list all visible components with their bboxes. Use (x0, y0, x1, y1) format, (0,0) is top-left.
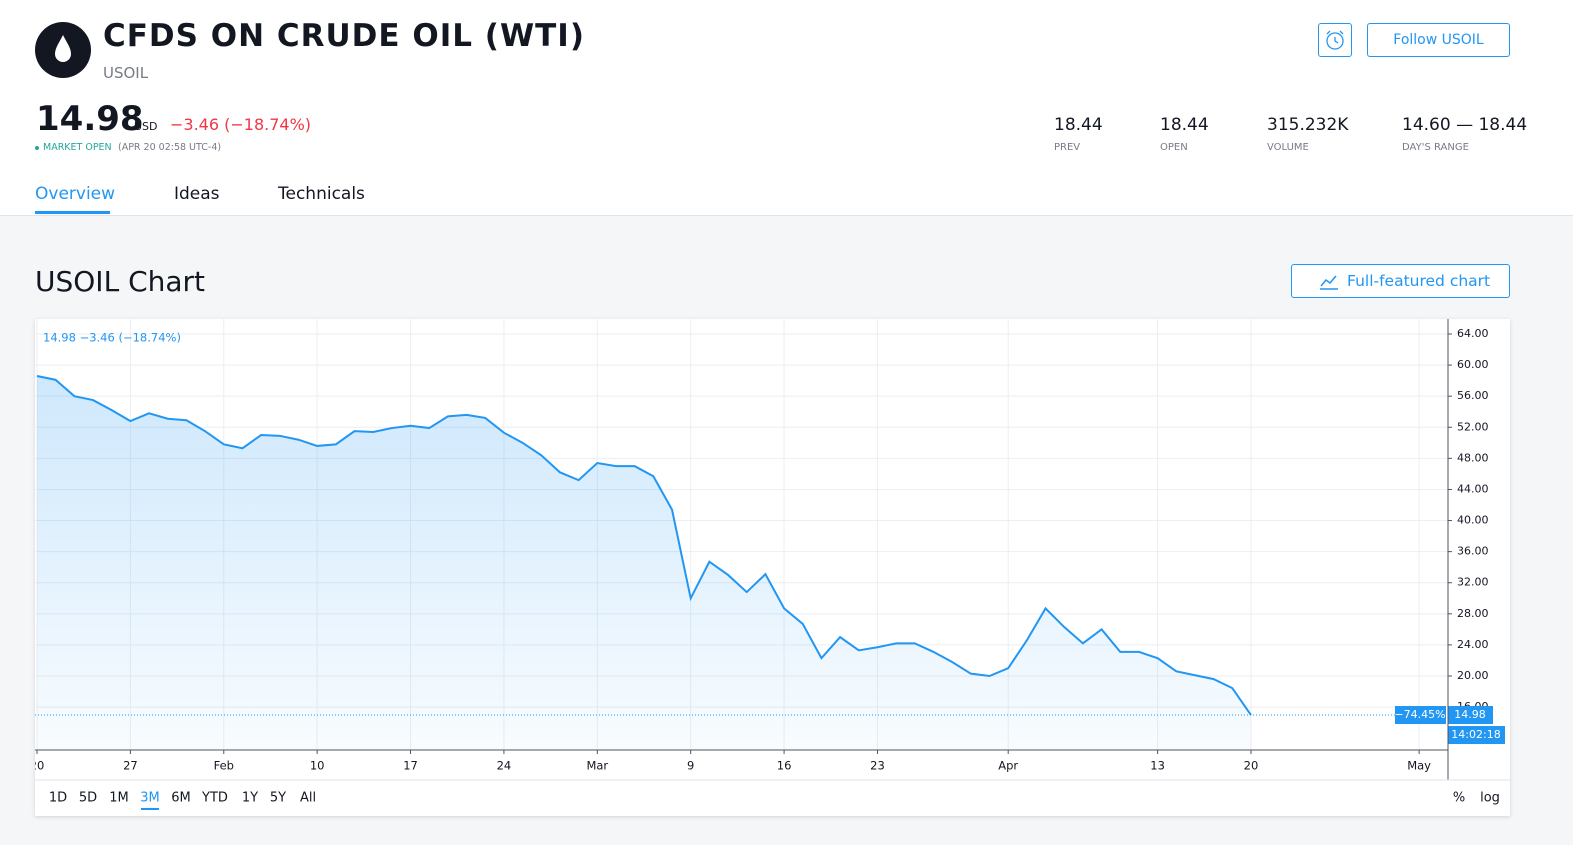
title: CFDS ON CRUDE OIL (WTI) (103, 18, 586, 54)
y-tick-label: 60.00 (1457, 358, 1489, 371)
countdown-tag (1448, 726, 1505, 745)
y-tick-label: 52.00 (1457, 420, 1489, 433)
price-tag-label: 14.98 (1454, 708, 1486, 721)
status-dot (35, 146, 39, 150)
follow-button[interactable]: Follow USOIL (1367, 23, 1510, 57)
x-tick-label: 27 (123, 759, 138, 773)
header: CFDS ON CRUDE OIL (WTI) USOIL 14.98 USD … (0, 0, 1573, 216)
x-tick-label: 13 (1150, 759, 1165, 773)
section-title: USOIL Chart (35, 265, 206, 298)
status-time: (APR 20 02:58 UTC-4) (118, 142, 222, 153)
y-tick-label: 56.00 (1457, 389, 1489, 402)
x-tick-label: May (1407, 759, 1431, 773)
range-button[interactable]: 3M (140, 791, 160, 806)
price-tag (1448, 706, 1493, 725)
currency: USD (134, 120, 158, 133)
change: −3.46 (−18.74%) (170, 115, 312, 134)
stat-label: VOLUME (1267, 142, 1309, 153)
legend: 14.98 −3.46 (−18.74%) (43, 331, 181, 345)
x-tick-label: 17 (403, 759, 418, 773)
y-tick-label: 40.00 (1457, 514, 1489, 527)
status: MARKET OPEN (43, 142, 112, 153)
stat-value: 14.60 — 18.44 (1402, 115, 1528, 135)
x-tick-label: 9 (687, 759, 694, 773)
area (37, 375, 1251, 750)
price: 14.98 (36, 99, 144, 139)
y-tick-label: 36.00 (1457, 545, 1489, 558)
tab[interactable]: Technicals (278, 184, 365, 204)
stat-value: 18.44 (1054, 115, 1103, 135)
y-tick-label: 24.00 (1457, 638, 1489, 651)
range-button[interactable]: All (300, 791, 316, 806)
x-tick-label: 10 (310, 759, 325, 773)
range-button[interactable]: 6M (171, 791, 191, 806)
price-line (36, 374, 1252, 716)
stat-label: PREV (1054, 142, 1081, 153)
x-tick-label: Feb (214, 759, 234, 773)
x-tick-label: 24 (497, 759, 512, 773)
button-label[interactable]: Full-featured chart (1347, 272, 1491, 290)
y-tick-label: 64.00 (1457, 327, 1489, 340)
symbol: USOIL (103, 64, 149, 82)
x-tick-label: Apr (998, 759, 1018, 773)
range-button[interactable]: 1D (49, 791, 67, 806)
y-tick-label: 20.00 (1457, 669, 1489, 682)
scale-option[interactable]: log (1480, 791, 1500, 806)
y-tick-label: 28.00 (1457, 607, 1489, 620)
stat-value: 315.232K (1267, 115, 1349, 135)
change-tag (1395, 706, 1446, 725)
stat-value: 18.44 (1160, 115, 1209, 135)
x-tick-label: 16 (777, 759, 792, 773)
chart: 16.0020.0024.0028.0032.0036.0040.0044.00… (35, 319, 1510, 816)
scale-option[interactable]: % (1453, 791, 1465, 806)
range-button[interactable]: 5Y (270, 791, 286, 806)
stat-label: DAY'S RANGE (1402, 142, 1469, 153)
countdown-label: 14:02:18 (1451, 728, 1500, 741)
x-tick-label: 20 (35, 759, 44, 773)
tab[interactable]: Overview (35, 184, 116, 204)
logo (35, 22, 91, 78)
chart-icon (1320, 275, 1338, 290)
x-tick-label: Mar (586, 759, 608, 773)
tab[interactable]: Ideas (174, 184, 220, 204)
range-button[interactable]: 1Y (242, 791, 258, 806)
alarm-icon (1326, 30, 1344, 50)
range-button[interactable]: 1M (109, 791, 129, 806)
change-tag-label: −74.45% (1394, 708, 1445, 721)
x-tick-label: 20 (1244, 759, 1259, 773)
y-tick-label: 32.00 (1457, 576, 1489, 589)
range-button[interactable]: 5D (79, 791, 97, 806)
range-button[interactable]: YTD (201, 791, 228, 806)
tab-underline (35, 211, 110, 214)
x-tick-label: 23 (870, 759, 885, 773)
stat-label: OPEN (1160, 142, 1188, 153)
y-tick-label: 48.00 (1457, 451, 1489, 464)
y-tick-label: 44.00 (1457, 482, 1489, 495)
alarm-button[interactable] (1318, 23, 1352, 57)
full-chart-button[interactable]: Full-featured chart (1291, 264, 1510, 298)
